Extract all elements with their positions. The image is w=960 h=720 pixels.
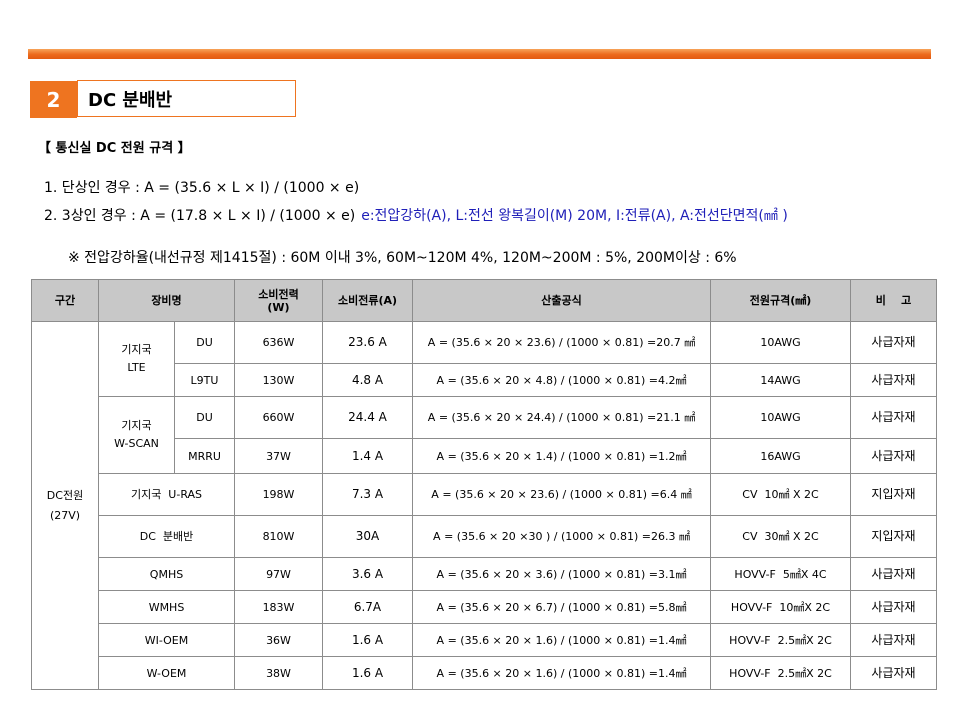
spec-subheading: 【 통신실 DC 전원 규격 】 [38,141,191,156]
cell-name: WMHS [98,590,235,624]
cell-note: 사급자재 [850,438,937,474]
three-phase-formula: 2. 3상인 경우 : A = (17.8 × L × I) / (1000 ×… [44,208,356,224]
cell-name: MRRU [174,438,235,474]
header-accent-bar [28,49,931,59]
table-row: QMHS 97W 3.6 A A = (35.6 × 20 × 3.6) / (… [32,557,937,591]
dc-power-spec-table: 구간 장비명 소비전력 (W) 소비전류(A) 산출공식 전원규격(㎟) 비 고… [31,279,937,690]
cell-current: 6.7A [322,590,413,624]
header-note: 비 고 [850,279,937,322]
cell-cable: HOVV-F 2.5㎟X 2C [710,656,851,690]
header-current: 소비전류(A) [322,279,413,322]
cell-cable: 10AWG [710,321,851,364]
cell-note: 사급자재 [850,656,937,690]
cell-power: 36W [234,623,323,657]
cell-formula: A = (35.6 × 20 × 23.6) / (1000 × 0.81) =… [412,321,711,364]
cell-current: 1.4 A [322,438,413,474]
section-number: 2 [30,81,77,118]
cell-current: 1.6 A [322,623,413,657]
cell-name: DU [174,396,235,439]
cell-note: 사급자재 [850,590,937,624]
table-row: MRRU 37W 1.4 A A = (35.6 × 20 × 1.4) / (… [32,438,937,474]
cell-formula: A = (35.6 × 20 × 1.6) / (1000 × 0.81) =1… [412,623,711,657]
header-power: 소비전력 (W) [234,279,323,322]
cell-name: DC 분배반 [98,515,235,558]
cell-power: 97W [234,557,323,591]
voltage-drop-note: ※ 전압강하율(내선규정 제1415절) : 60M 이내 3%, 60M~12… [68,250,737,266]
cell-formula: A = (35.6 × 20 × 24.4) / (1000 × 0.81) =… [412,396,711,439]
cell-name: 기지국 U-RAS [98,473,235,516]
cell-power: 660W [234,396,323,439]
cell-note: 사급자재 [850,321,937,364]
cell-note: 사급자재 [850,396,937,439]
single-phase-formula: 1. 단상인 경우 : A = (35.6 × L × I) / (1000 ×… [44,180,360,196]
cell-power: 130W [234,363,323,397]
cell-current: 30A [322,515,413,558]
cell-formula: A = (35.6 × 20 × 23.6) / (1000 × 0.81) =… [412,473,711,516]
cell-cable: HOVV-F 2.5㎟X 2C [710,623,851,657]
header-equipment: 장비명 [98,279,235,322]
cell-name: DU [174,321,235,364]
cell-power: 183W [234,590,323,624]
cell-formula: A = (35.6 × 20 ×30 ) / (1000 × 0.81) =26… [412,515,711,558]
cell-power: 636W [234,321,323,364]
cell-note: 사급자재 [850,363,937,397]
header-section: 구간 [31,279,99,322]
cell-cable: HOVV-F 5㎟X 4C [710,557,851,591]
cell-cable: 10AWG [710,396,851,439]
header-formula: 산출공식 [412,279,711,322]
table-row: WMHS 183W 6.7A A = (35.6 × 20 × 6.7) / (… [32,590,937,624]
formula-legend: e:전압강하(A), L:전선 왕복길이(M) 20M, I:전류(A), A:… [361,208,788,224]
header-cable-spec: 전원규격(㎟) [710,279,851,322]
cell-name: QMHS [98,557,235,591]
three-phase-formula-line: 2. 3상인 경우 : A = (17.8 × L × I) / (1000 ×… [44,205,788,225]
cell-current: 4.8 A [322,363,413,397]
cell-current: 24.4 A [322,396,413,439]
cell-cable: CV 30㎟ X 2C [710,515,851,558]
cell-power: 810W [234,515,323,558]
cell-name: WI-OEM [98,623,235,657]
table-row: 기지국 W-SCAN DU 660W 24.4 A A = (35.6 × 20… [32,396,937,474]
cell-note: 사급자재 [850,623,937,657]
cell-current: 3.6 A [322,557,413,591]
table-row: L9TU 130W 4.8 A A = (35.6 × 20 × 4.8) / … [32,363,937,397]
cell-cable: CV 10㎟ X 2C [710,473,851,516]
cell-current: 1.6 A [322,656,413,690]
cell-cable: 14AWG [710,363,851,397]
table-row: 기지국 U-RAS 198W 7.3 A A = (35.6 × 20 × 23… [32,473,937,516]
table-row: WI-OEM 36W 1.6 A A = (35.6 × 20 × 1.6) /… [32,623,937,657]
table-row: DC전원 (27V) 기지국 LTE DU 636W 23.6 A A = (3… [31,321,937,690]
cell-power: 38W [234,656,323,690]
cell-power: 37W [234,438,323,474]
cell-formula: A = (35.6 × 20 × 3.6) / (1000 × 0.81) =3… [412,557,711,591]
cell-note: 사급자재 [850,557,937,591]
cell-current: 7.3 A [322,473,413,516]
cell-formula: A = (35.6 × 20 × 6.7) / (1000 × 0.81) =5… [412,590,711,624]
group-dc-power: DC전원 (27V) [31,321,99,690]
subgroup-wscan: 기지국 W-SCAN [98,396,175,474]
table-row: W-OEM 38W 1.6 A A = (35.6 × 20 × 1.6) / … [32,656,937,690]
section-title: DC 분배반 [77,80,296,117]
cell-power: 198W [234,473,323,516]
subgroup-lte: 기지국 LTE [98,321,175,397]
cell-formula: A = (35.6 × 20 × 4.8) / (1000 × 0.81) =4… [412,363,711,397]
cell-name: L9TU [174,363,235,397]
cell-note: 지입자재 [850,473,937,516]
cell-cable: HOVV-F 10㎟X 2C [710,590,851,624]
cell-formula: A = (35.6 × 20 × 1.6) / (1000 × 0.81) =1… [412,656,711,690]
table-row: DC 분배반 810W 30A A = (35.6 × 20 ×30 ) / (… [32,515,937,558]
cell-current: 23.6 A [322,321,413,364]
cell-note: 지입자재 [850,515,937,558]
cell-formula: A = (35.6 × 20 × 1.4) / (1000 × 0.81) =1… [412,438,711,474]
cell-name: W-OEM [98,656,235,690]
cell-cable: 16AWG [710,438,851,474]
